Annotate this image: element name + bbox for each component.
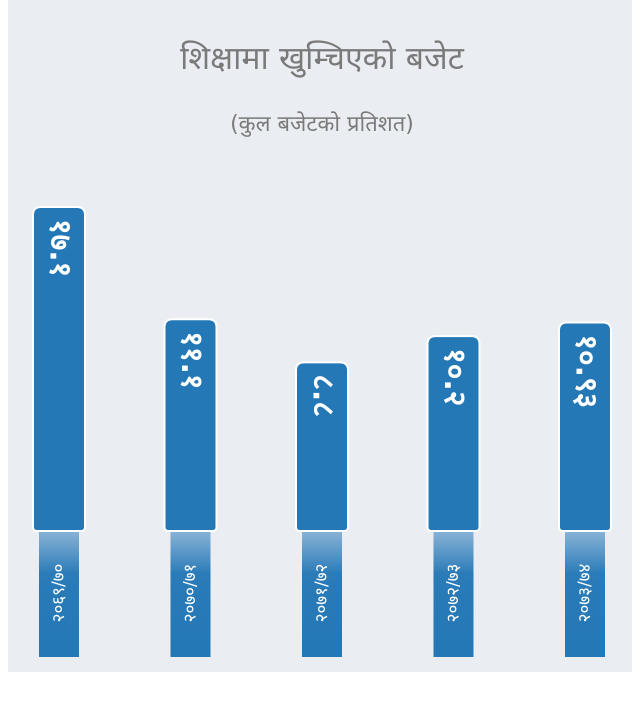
x-tick-label: २०६९/७० — [49, 564, 69, 623]
chart-title: शिक्षामा खुम्चिएको बजेट — [180, 39, 465, 78]
bar — [32, 206, 86, 532]
value-label: १०.२ — [437, 348, 472, 406]
x-tick-label: २०७२/७३ — [444, 564, 464, 623]
bar — [163, 318, 218, 532]
x-tick-label: २०७०/७१ — [181, 564, 201, 623]
x-tick-label: २०७३/७४ — [575, 564, 595, 623]
category-box — [302, 529, 342, 657]
bar — [295, 361, 349, 532]
bar — [558, 321, 612, 532]
category-box — [565, 529, 605, 657]
value-label: १०.९३ — [569, 334, 604, 408]
category-box — [170, 529, 211, 657]
value-label: ११.१ — [174, 331, 209, 389]
value-label: ८.८ — [306, 374, 341, 417]
x-tick-label: २०७१/७२ — [312, 564, 332, 623]
value-label: १७.१ — [43, 219, 78, 277]
chart-subtitle: (कुल बजेटको प्रतिशत) — [230, 111, 414, 137]
category-box — [39, 529, 79, 657]
bar — [426, 335, 481, 532]
category-box — [433, 529, 474, 657]
